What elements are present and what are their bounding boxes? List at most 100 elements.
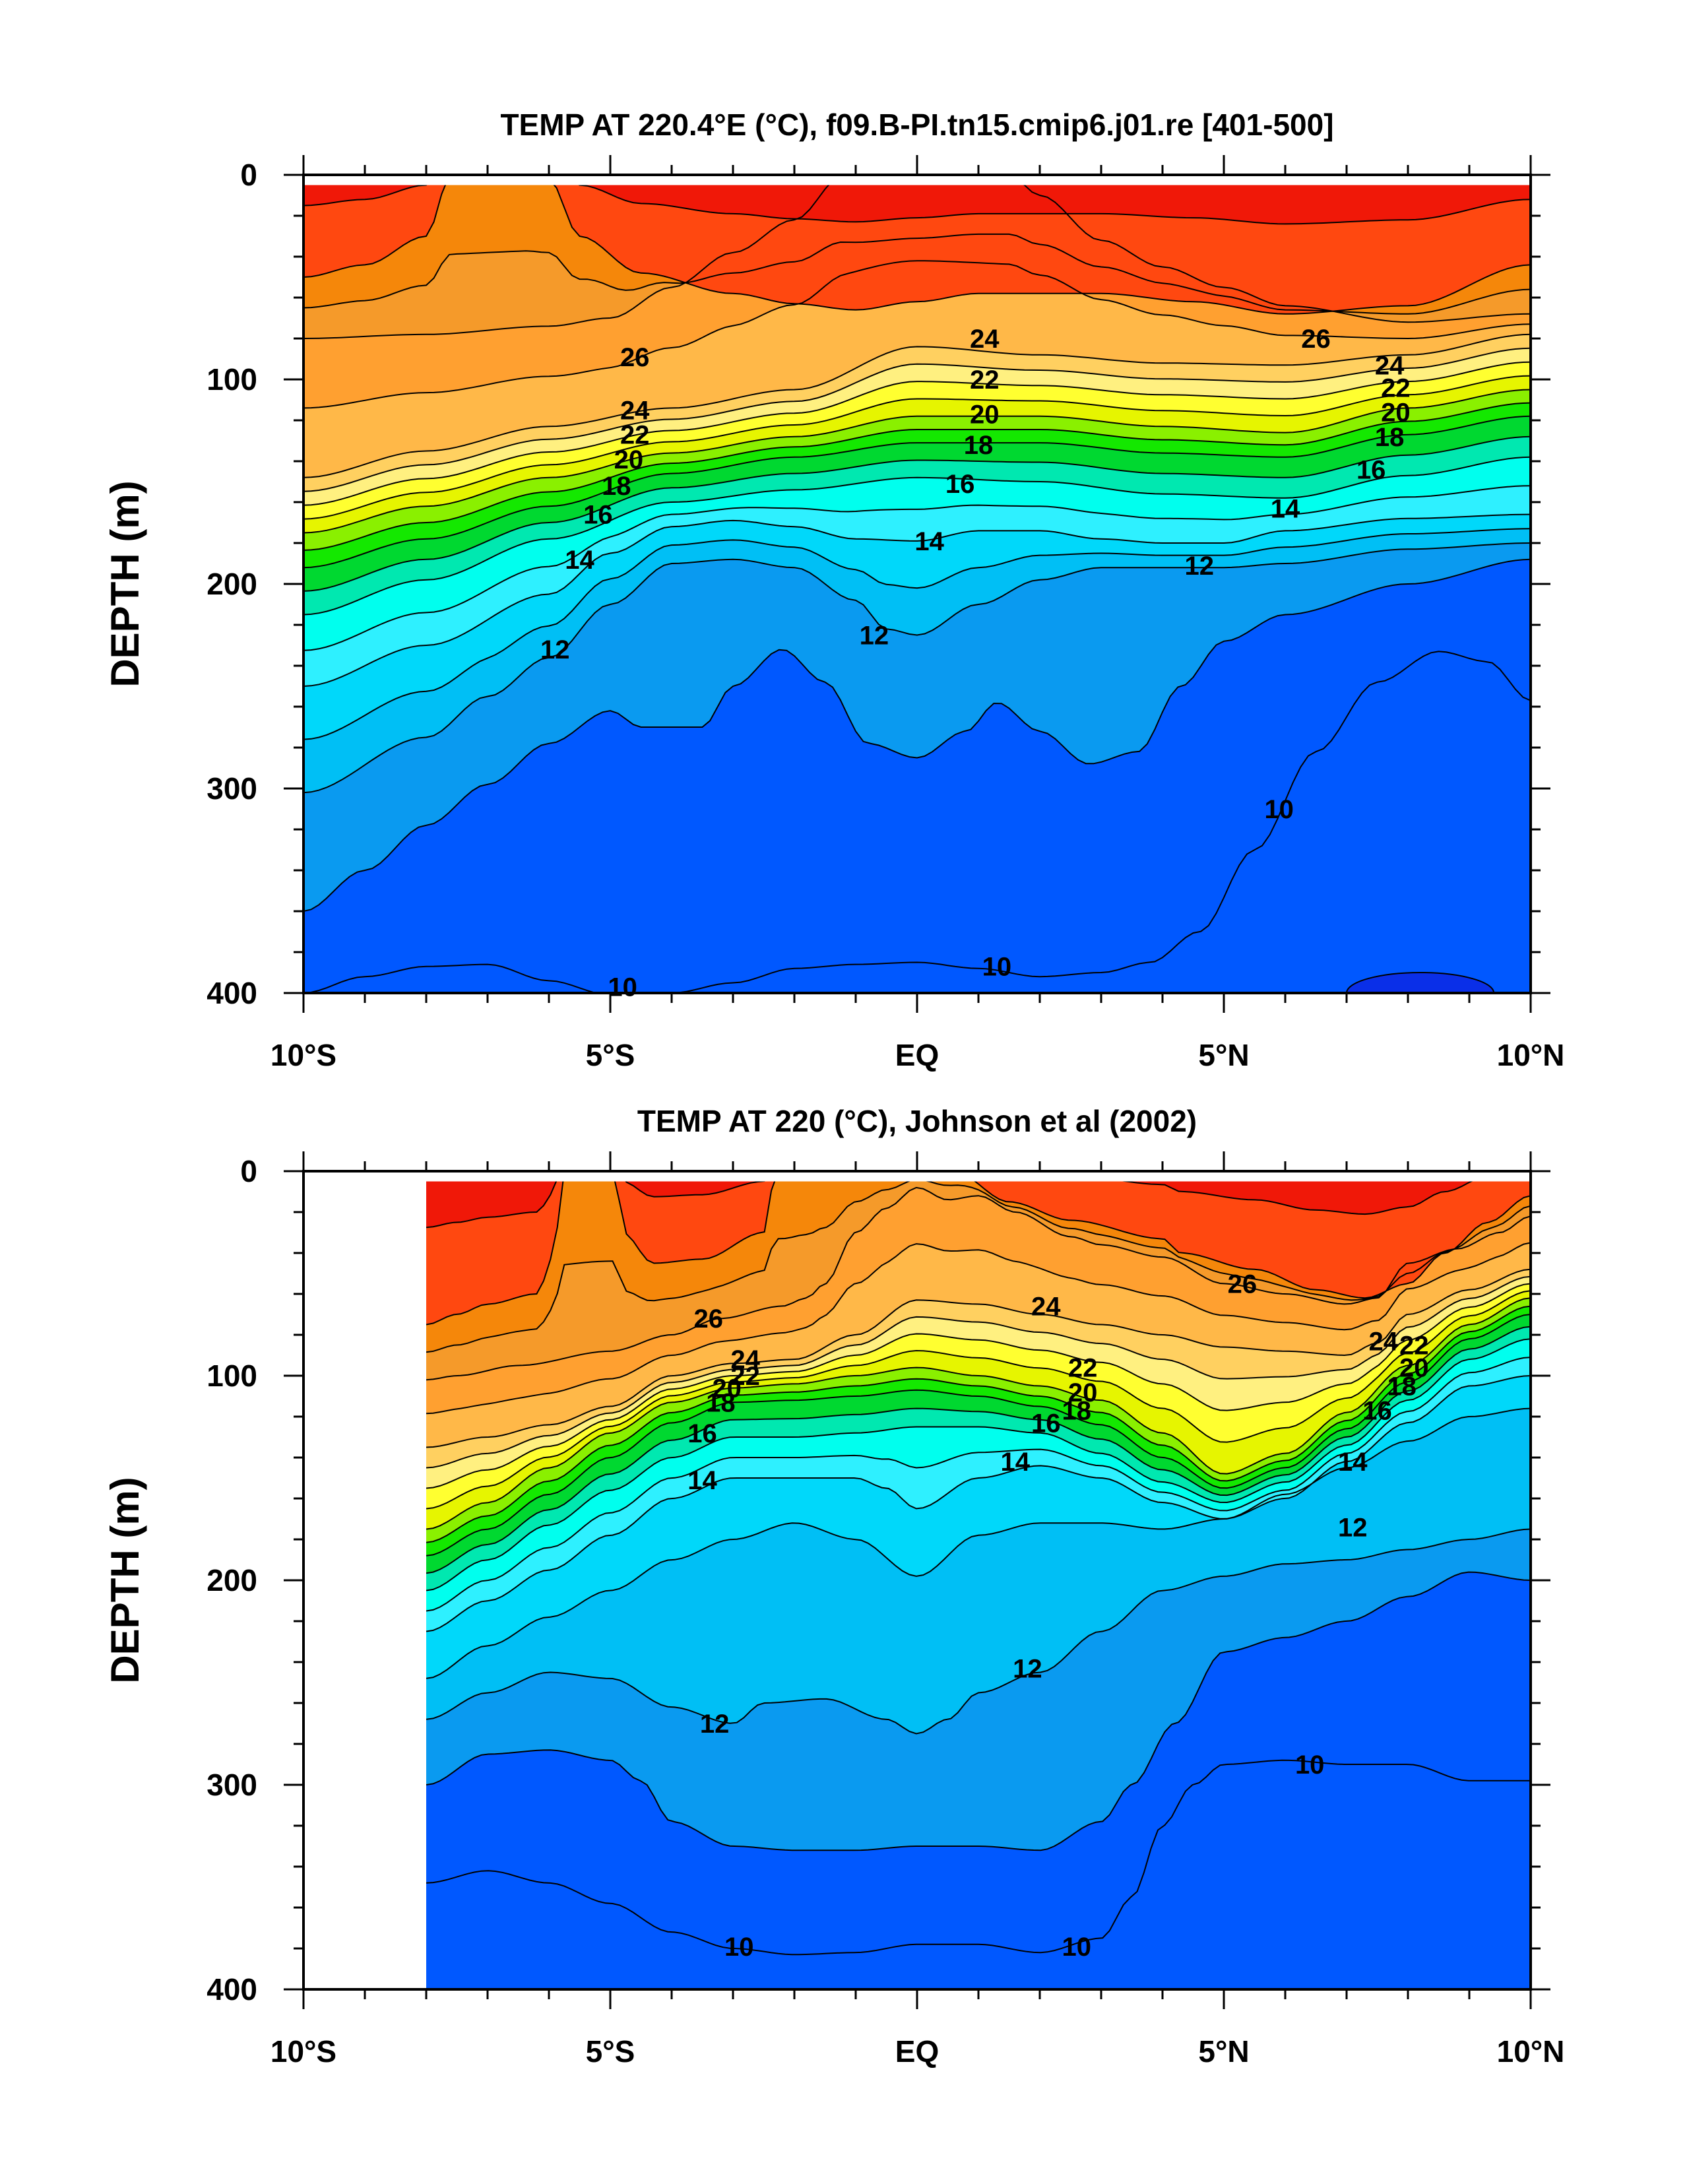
contour-label: 16: [1362, 1397, 1392, 1426]
contour-label: 18: [706, 1388, 736, 1417]
contour-label: 18: [602, 472, 631, 501]
isotherm-line: [426, 1357, 1531, 1612]
isotherm-line: [303, 361, 1531, 506]
contour-label: 18: [1375, 423, 1405, 452]
y-tick-label: 400: [207, 976, 257, 1010]
isotherm-line: [303, 389, 1531, 534]
contour-label: 20: [1399, 1354, 1429, 1383]
isotherm-line: [303, 333, 1531, 478]
x-tick-label: 10°S: [271, 1038, 336, 1072]
y-tick-label: 100: [207, 1359, 257, 1393]
contour-label: 10: [1295, 1750, 1325, 1780]
x-tick-label: EQ: [895, 1038, 939, 1072]
isotherm-line: [426, 1338, 1531, 1591]
contour-label: 18: [1062, 1397, 1092, 1426]
isotherm-line: [426, 1181, 1473, 1229]
contour-band: [426, 1181, 1471, 1228]
contour-label: 24: [1369, 1327, 1399, 1356]
panel-observations: TEMP AT 220 (°C), Johnson et al (2002) D…: [103, 1104, 1564, 2069]
x-tick-label: EQ: [895, 2034, 939, 2069]
y-tick-label: 0: [240, 158, 257, 192]
chart-title: TEMP AT 220 (°C), Johnson et al (2002): [637, 1104, 1197, 1138]
contour-band: [426, 1181, 1531, 1325]
isotherm-line: [426, 1283, 1531, 1489]
contour-label: 20: [614, 445, 644, 474]
isotherm-line: [426, 1528, 1531, 1735]
contour-label: 24: [1031, 1293, 1061, 1322]
contour-lines: [426, 1181, 1531, 1956]
contour-label: 22: [620, 421, 650, 450]
contour-label: 18: [964, 431, 994, 460]
contour-label: 14: [1001, 1448, 1031, 1477]
contour-label: 26: [1301, 325, 1331, 354]
panel-model: TEMP AT 220.4°E (°C), f09.B-PI.tn15.cmip…: [103, 108, 1564, 1072]
isotherm-line: [303, 185, 1531, 339]
isotherm-line: [426, 1181, 1531, 1353]
contour-label: 20: [970, 401, 1000, 430]
isotherm-line: [303, 558, 1531, 912]
isotherm-line: [303, 402, 1531, 551]
isotherm-line: [303, 513, 1531, 687]
contour-label: 10: [1062, 1933, 1092, 1962]
contour-label: 14: [1338, 1448, 1368, 1477]
y-tick-label: 200: [207, 1563, 257, 1597]
contour-label: 14: [914, 527, 944, 556]
contour-label: 12: [1338, 1513, 1368, 1542]
isotherm-line: [303, 233, 1531, 315]
isotherm-line: [426, 1290, 1531, 1510]
isotherm-line: [426, 1326, 1531, 1574]
contour-label: 20: [712, 1374, 742, 1403]
contour-label: 12: [700, 1710, 730, 1739]
contour-label: 20: [1381, 399, 1411, 428]
isotherm-line: [303, 456, 1531, 616]
isotherm-line: [303, 185, 1531, 315]
contour-label: 16: [1031, 1409, 1061, 1438]
chart-title: TEMP AT 220.4°E (°C), f09.B-PI.tn15.cmip…: [500, 108, 1333, 142]
contour-label: 12: [1013, 1654, 1042, 1683]
contour-label: 16: [945, 470, 975, 499]
isotherm-line: [303, 260, 1531, 409]
contour-label: 26: [1228, 1270, 1258, 1299]
contour-label: 16: [687, 1419, 717, 1448]
contour-label: 16: [583, 501, 613, 530]
isotherm-line: [303, 415, 1531, 569]
isotherm-line: [303, 185, 1531, 225]
contour-lines: [303, 185, 1531, 993]
isotherm-line: [303, 435, 1531, 592]
y-axis-label: DEPTH (m): [103, 480, 147, 687]
isotherm-line: [426, 1375, 1531, 1632]
contour-label: 12: [1185, 552, 1215, 581]
isotherm-line: [303, 651, 1531, 993]
contour-label: 10: [724, 1933, 754, 1962]
x-tick-label: 5°S: [586, 1038, 635, 1072]
isotherm-line: [303, 375, 1531, 520]
isotherm-line: [426, 1759, 1531, 1956]
isotherm-line: [426, 1305, 1531, 1543]
contour-label: 22: [1381, 373, 1411, 402]
x-tick-label: 5°N: [1198, 1038, 1249, 1072]
contour-fills: [426, 1181, 1531, 1989]
contour-label: 16: [1356, 455, 1386, 484]
y-tick-label: 400: [207, 1972, 257, 2007]
contour-label: 10: [1264, 795, 1294, 824]
y-tick-label: 300: [207, 1768, 257, 1802]
y-tick-label: 300: [207, 771, 257, 806]
contour-label: 22: [1068, 1354, 1098, 1383]
contour-label: 24: [1375, 351, 1405, 380]
isotherm-line: [426, 1275, 1531, 1469]
isotherm-line: [426, 1186, 1531, 1381]
contour-label: 14: [565, 546, 594, 575]
contour-label: 12: [540, 635, 570, 664]
contour-label: 26: [620, 343, 650, 372]
y-tick-label: 200: [207, 567, 257, 601]
contour-label: 22: [970, 366, 1000, 395]
isotherm-line: [426, 1268, 1531, 1448]
y-tick-label: 0: [240, 1154, 257, 1188]
isotherm-line: [426, 1314, 1531, 1557]
isotherm-line: [303, 528, 1531, 740]
contour-label: 22: [1399, 1332, 1429, 1361]
contour-label: 24: [730, 1345, 760, 1374]
contour-label: 24: [970, 325, 1000, 354]
y-tick-label: 100: [207, 362, 257, 397]
isotherm-line: [303, 485, 1531, 651]
